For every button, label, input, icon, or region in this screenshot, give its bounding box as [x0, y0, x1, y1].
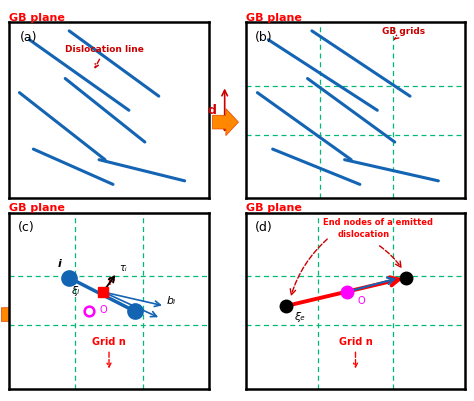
Text: GB plane: GB plane [9, 13, 65, 23]
Text: End nodes of a emitted: End nodes of a emitted [323, 218, 433, 227]
Text: P: P [107, 277, 114, 287]
Text: τᵢ: τᵢ [119, 263, 127, 273]
Text: (c): (c) [18, 221, 34, 234]
Text: dislocation: dislocation [338, 230, 390, 239]
Text: O: O [358, 296, 365, 306]
Text: Grid n: Grid n [92, 336, 126, 367]
FancyArrow shape [212, 109, 238, 136]
Text: O: O [99, 305, 107, 315]
Text: ξᵢ: ξᵢ [71, 286, 80, 296]
Text: (b): (b) [255, 31, 273, 44]
Text: Grid n: Grid n [338, 336, 373, 367]
Text: bₑ: bₑ [401, 271, 413, 282]
Text: GB plane: GB plane [9, 203, 65, 213]
Text: bᵢ: bᵢ [167, 296, 176, 306]
Text: Dislocation line: Dislocation line [65, 45, 144, 68]
Text: i: i [57, 259, 61, 269]
FancyArrow shape [1, 301, 24, 328]
Text: d: d [207, 104, 216, 117]
Text: (a): (a) [19, 31, 37, 44]
Text: ξₑ: ξₑ [294, 312, 305, 322]
Text: (d): (d) [255, 221, 273, 234]
Text: GB plane: GB plane [246, 13, 302, 23]
Text: GB grids: GB grids [382, 27, 425, 39]
Text: GB plane: GB plane [246, 203, 302, 213]
